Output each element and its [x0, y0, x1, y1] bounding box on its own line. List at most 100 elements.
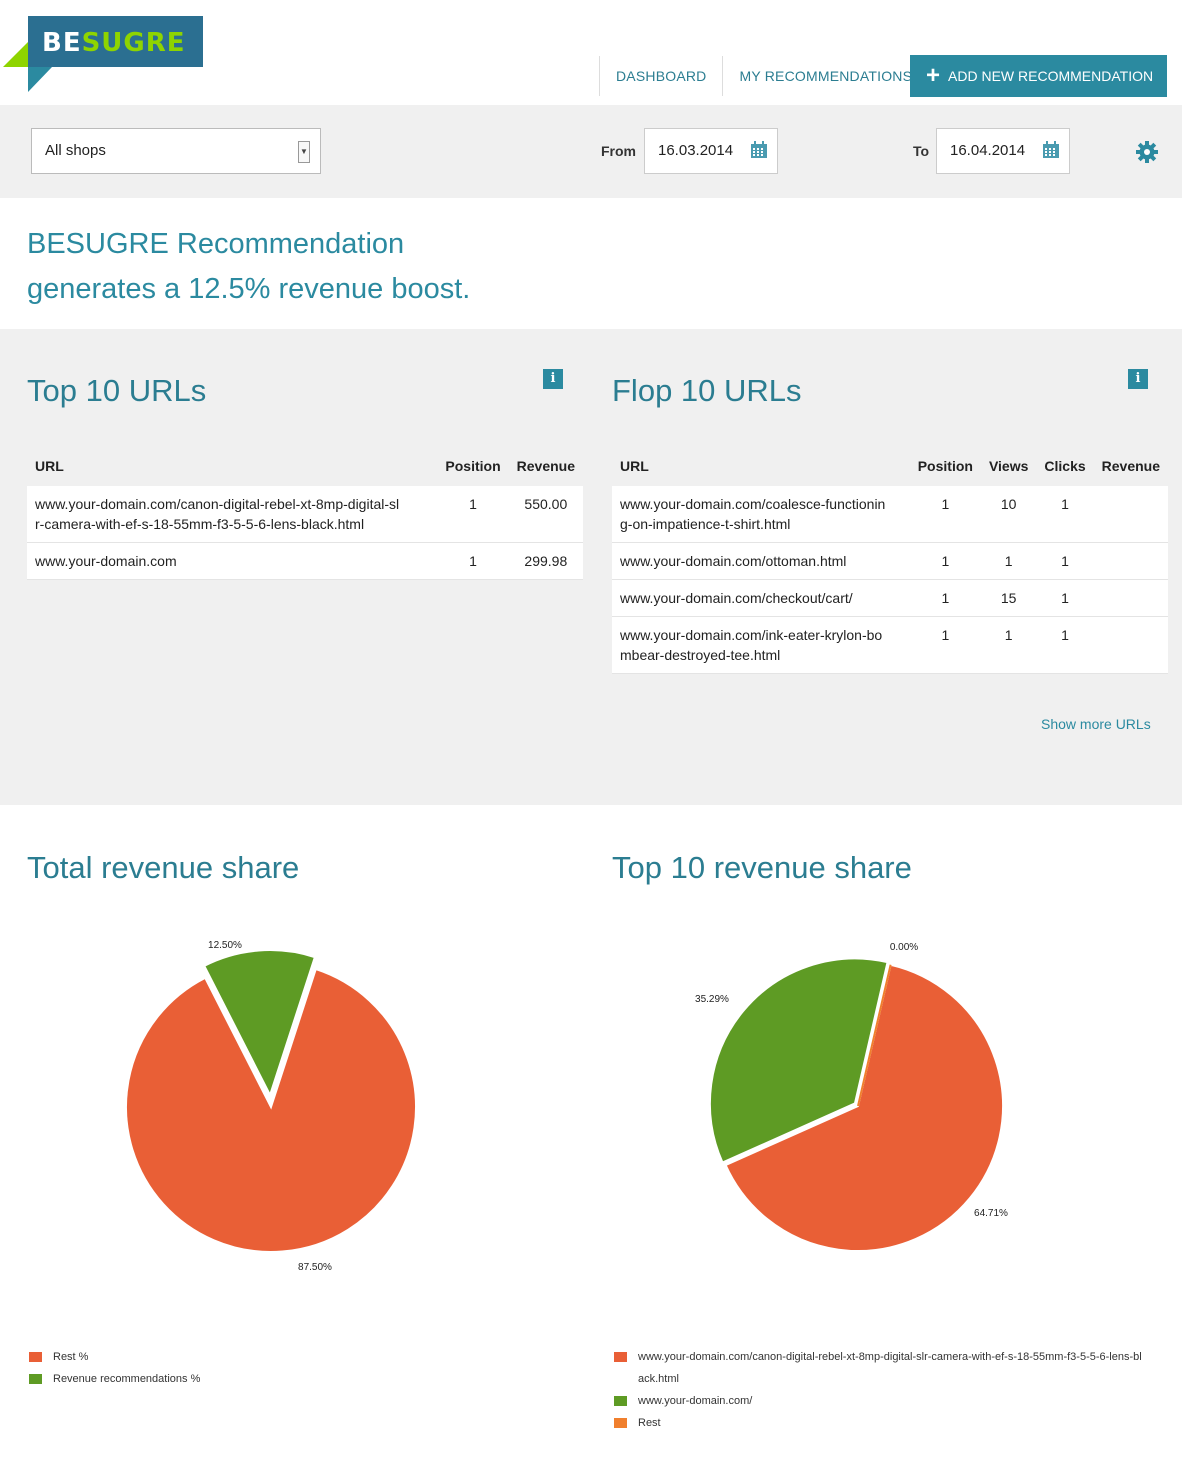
- legend-label: Revenue recommendations %: [53, 1373, 201, 1385]
- legend-item[interactable]: www.your-domain.com/canon-digital-rebel-…: [614, 1346, 1144, 1390]
- to-date-value: 16.04.2014: [950, 142, 1026, 159]
- column-header-position[interactable]: Position: [445, 458, 501, 474]
- column-header-revenue[interactable]: Revenue: [516, 458, 575, 474]
- legend-label: Rest: [638, 1417, 661, 1429]
- legend-swatch: [29, 1374, 42, 1384]
- views-cell: 1: [980, 616, 1037, 674]
- pie-slice-label: 35.29%: [695, 994, 729, 1005]
- flop10-table: URL Position Views Clicks Revenue www.yo…: [612, 446, 1168, 674]
- column-header-revenue[interactable]: Revenue: [1101, 458, 1160, 474]
- calendar-icon[interactable]: [1042, 141, 1060, 159]
- table-row: www.your-domain.com/canon-digital-rebel-…: [27, 486, 583, 543]
- to-label: To: [913, 143, 930, 159]
- plus-icon: +: [926, 62, 941, 89]
- total-revenue-share-title: Total revenue share: [27, 850, 300, 885]
- calendar-icon[interactable]: [750, 141, 768, 159]
- views-cell: 15: [980, 579, 1037, 617]
- column-header-clicks[interactable]: Clicks: [1044, 458, 1086, 474]
- position-cell: 1: [437, 486, 509, 543]
- show-more-urls-link[interactable]: Show more URLs: [1041, 716, 1151, 732]
- nav-my-recommendations[interactable]: MY RECOMMENDATIONS: [722, 56, 928, 96]
- gear-icon[interactable]: [1135, 140, 1159, 164]
- from-label: From: [601, 143, 636, 159]
- pie-slice[interactable]: [125, 967, 417, 1253]
- flop10-info-icon[interactable]: i: [1128, 369, 1148, 389]
- besugre-logo[interactable]: BESUGRE: [0, 14, 210, 94]
- to-date-input[interactable]: 16.04.2014: [936, 128, 1070, 174]
- legend-label: www.your-domain.com/canon-digital-rebel-…: [638, 1351, 1142, 1385]
- top10-table: URL Position Revenue www.your-domain.com…: [27, 446, 583, 580]
- url-cell[interactable]: www.your-domain.com/checkout/cart/: [612, 579, 910, 617]
- pie-slice[interactable]: [724, 963, 1004, 1252]
- add-new-recommendation-label: ADD NEW RECOMMENDATION: [948, 68, 1154, 84]
- header: BESUGRE DASHBOARD MY RECOMMENDATIONS + A…: [0, 0, 1182, 105]
- column-header-position[interactable]: Position: [917, 458, 973, 474]
- legend-item[interactable]: Revenue recommendations %: [29, 1368, 329, 1390]
- views-cell: 10: [980, 486, 1037, 543]
- revenue-cell: [1093, 542, 1168, 580]
- table-row: www.your-domain.com/ink-eater-krylon-bo m…: [612, 616, 1168, 674]
- clicks-cell: 1: [1036, 542, 1094, 580]
- pie-slice[interactable]: [202, 949, 317, 1098]
- nav-dashboard[interactable]: DASHBOARD: [599, 56, 722, 96]
- url-cell[interactable]: www.your-domain.com/canon-digital-rebel-…: [27, 486, 438, 543]
- url-cell[interactable]: www.your-domain.com: [27, 542, 438, 580]
- top10-revenue-share-title: Top 10 revenue share: [612, 850, 912, 885]
- url-cell[interactable]: www.your-domain.com/ottoman.html: [612, 542, 910, 580]
- legend-item[interactable]: www.your-domain.com/: [614, 1390, 1144, 1412]
- hero-line-1: BESUGRE Recommendation: [27, 228, 405, 260]
- total-revenue-share-chart: 87.50% 12.50%: [125, 940, 417, 1273]
- url-cell[interactable]: www.your-domain.com/coalesce-functionin g…: [612, 486, 910, 543]
- position-cell: 1: [909, 616, 981, 674]
- from-date-input[interactable]: 16.03.2014: [644, 128, 778, 174]
- add-new-recommendation-button[interactable]: + ADD NEW RECOMMENDATION: [910, 55, 1167, 97]
- position-cell: 1: [909, 486, 981, 543]
- clicks-cell: 1: [1036, 486, 1094, 543]
- revenue-cell: [1093, 486, 1168, 543]
- position-cell: 1: [909, 579, 981, 617]
- revenue-cell: 550.00: [508, 486, 583, 543]
- legend-swatch: [614, 1418, 627, 1428]
- column-header-views[interactable]: Views: [988, 458, 1029, 474]
- table-row: www.your-domain.com 1 299.98: [27, 542, 583, 580]
- pie-slice-label: 64.71%: [974, 1208, 1008, 1219]
- main-nav: DASHBOARD MY RECOMMENDATIONS: [599, 54, 928, 98]
- shop-select-value: All shops: [45, 142, 106, 159]
- hero-line-2: generates a 12.5% revenue boost.: [27, 273, 471, 305]
- revenue-cell: 299.98: [508, 542, 583, 580]
- pie-slice-label: 12.50%: [208, 940, 242, 951]
- legend-label: Rest %: [53, 1351, 89, 1363]
- views-cell: 1: [980, 542, 1037, 580]
- revenue-cell: [1093, 579, 1168, 617]
- legend-item[interactable]: Rest %: [29, 1346, 329, 1368]
- svg-text:BESUGRE: BESUGRE: [42, 28, 186, 58]
- legend-swatch: [29, 1352, 42, 1362]
- filter-bar: All shops ▼ From 16.03.2014 To 16.04.201…: [0, 105, 1182, 198]
- column-header-url[interactable]: URL: [35, 458, 64, 474]
- pie-slice[interactable]: [857, 964, 892, 1107]
- logo-text-be: BE: [42, 28, 82, 58]
- top10-revenue-share-chart: 64.71% 35.29% 0.00%: [695, 942, 1008, 1252]
- legend-item[interactable]: Rest: [614, 1412, 1144, 1434]
- shop-select[interactable]: All shops ▼: [31, 128, 321, 174]
- table-row: www.your-domain.com/ottoman.html 1 1 1: [612, 542, 1168, 580]
- top10-title: Top 10 URLs: [27, 373, 207, 408]
- clicks-cell: 1: [1036, 579, 1094, 617]
- table-row: www.your-domain.com/coalesce-functionin g…: [612, 486, 1168, 543]
- position-cell: 1: [437, 542, 509, 580]
- flop10-title: Flop 10 URLs: [612, 373, 802, 408]
- url-cell[interactable]: www.your-domain.com/ink-eater-krylon-bo m…: [612, 616, 910, 674]
- position-cell: 1: [909, 542, 981, 580]
- clicks-cell: 1: [1036, 616, 1094, 674]
- dropdown-arrow-icon: ▼: [298, 141, 310, 163]
- legend-swatch: [614, 1352, 627, 1362]
- from-date-value: 16.03.2014: [658, 142, 734, 159]
- pie-slice[interactable]: [708, 957, 889, 1164]
- pie-slice-label: 87.50%: [298, 1262, 332, 1273]
- column-header-url[interactable]: URL: [620, 458, 649, 474]
- pie-slice-label: 0.00%: [890, 942, 918, 953]
- revenue-cell: [1093, 616, 1168, 674]
- top10-info-icon[interactable]: i: [543, 369, 563, 389]
- logo-text-sugre: SUGRE: [82, 28, 186, 58]
- hero-message: BESUGRE Recommendation generates a 12.5%…: [27, 222, 470, 312]
